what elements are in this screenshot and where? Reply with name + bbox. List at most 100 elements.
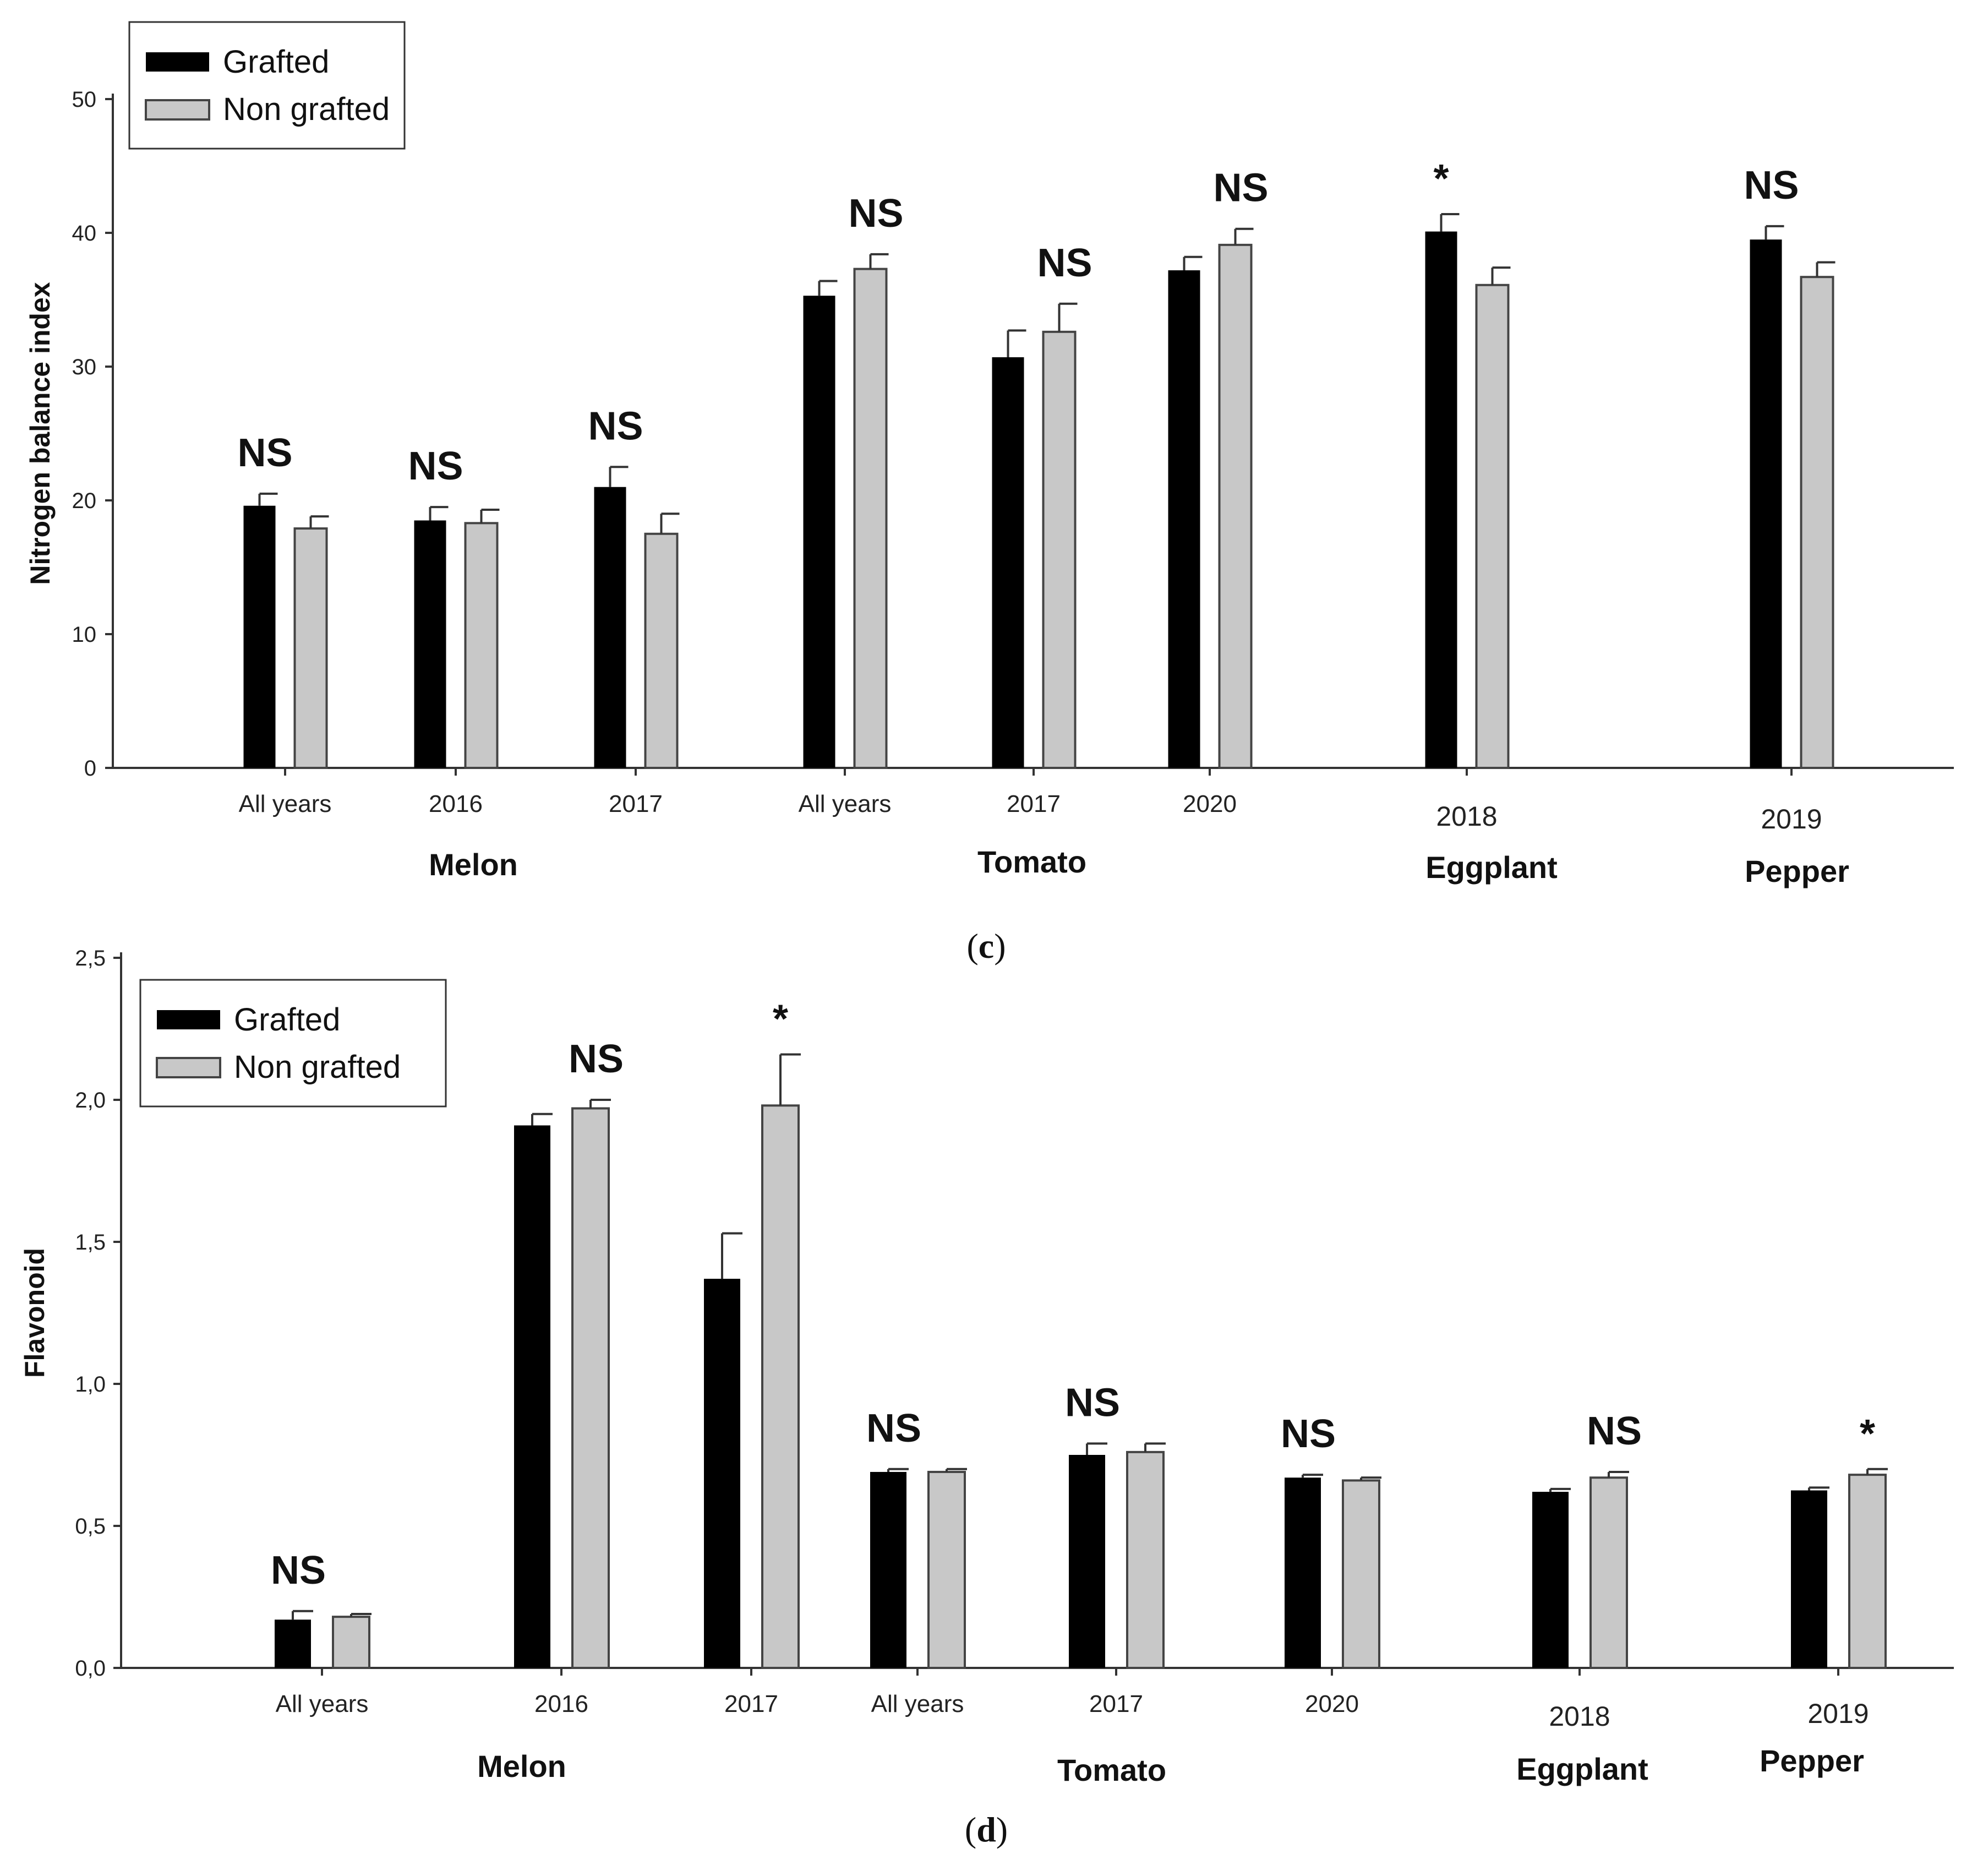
- bar-non-grafted: [1218, 243, 1253, 769]
- y-axis-label: Nitrogen balance index: [25, 282, 56, 585]
- y-tick-label: 2,5: [75, 946, 106, 970]
- significance-label: NS: [1037, 241, 1092, 285]
- error-bar-non-grafted: [480, 509, 500, 523]
- x-tick-label: 2017: [609, 790, 663, 817]
- x-tick-label: 2016: [429, 790, 483, 817]
- error-bar-non-grafted: [309, 515, 329, 529]
- legend-swatch-grafted: [157, 1010, 220, 1029]
- bar-grafted: [275, 1619, 311, 1668]
- group-label-melon: Melon: [429, 847, 518, 882]
- significance-label: NS: [1213, 166, 1268, 210]
- x-tick-label: 2020: [1183, 790, 1237, 817]
- significance-label: NS: [237, 431, 292, 475]
- x-tick-label: 2020: [1305, 1690, 1359, 1717]
- y-tick-label: 1,0: [75, 1372, 106, 1397]
- x-tick-label: All years: [799, 790, 892, 817]
- error-bar-non-grafted: [779, 1053, 801, 1106]
- legend-label-non-grafted: Non grafted: [234, 1049, 401, 1085]
- chart-panel-c: 0 10 20 30 40 50 Nitrogen balance index NS All y…: [25, 21, 1954, 966]
- error-bar-grafted: [721, 1232, 742, 1279]
- y-tick-label: 10: [72, 623, 97, 647]
- significance-label: NS: [1065, 1381, 1120, 1425]
- x-tick-label: 2017: [724, 1690, 778, 1717]
- error-bar-non-grafted: [1234, 227, 1254, 245]
- bar-non-grafted: [927, 1470, 966, 1669]
- y-tick-label: 40: [72, 221, 97, 246]
- bar-non-grafted: [644, 532, 679, 769]
- bar-grafted: [1069, 1455, 1105, 1668]
- legend-box: [128, 21, 406, 150]
- error-bar-non-grafted: [350, 1612, 372, 1617]
- bar-grafted: [1791, 1490, 1827, 1668]
- bar-non-grafted: [1848, 1474, 1887, 1670]
- bar-non-grafted: [1342, 1479, 1380, 1669]
- bar-non-grafted: [1126, 1450, 1165, 1670]
- bar-grafted: [594, 487, 626, 768]
- legend-swatch-non-grafted: [156, 1057, 221, 1078]
- panel-label: (d): [965, 1810, 1008, 1849]
- y-tick-label: 50: [72, 88, 97, 112]
- x-tick-label: All years: [239, 790, 332, 817]
- error-bar-non-grafted: [1608, 1470, 1629, 1478]
- x-tick-label: 2018: [1436, 801, 1497, 832]
- significance-label: NS: [271, 1548, 326, 1593]
- group-label-pepper: Pepper: [1745, 854, 1849, 888]
- significance-label: NS: [1281, 1412, 1336, 1456]
- error-bar-non-grafted: [1866, 1468, 1888, 1475]
- bar-non-grafted: [464, 522, 499, 769]
- legend-box: [139, 979, 447, 1108]
- bar-non-grafted: [571, 1107, 610, 1669]
- panel-label: (c): [966, 926, 1006, 966]
- bar-non-grafted: [761, 1104, 800, 1669]
- error-bar-grafted: [531, 1112, 553, 1126]
- y-tick-label: 30: [72, 355, 97, 379]
- group-label-pepper: Pepper: [1760, 1743, 1864, 1778]
- error-bar-grafted: [1302, 1474, 1323, 1478]
- y-tick-label: 0,0: [75, 1656, 106, 1681]
- error-bar-grafted: [1440, 212, 1460, 232]
- x-tick-label: All years: [871, 1690, 964, 1717]
- y-tick-label: 2,0: [75, 1088, 106, 1112]
- bar-grafted: [1425, 231, 1457, 768]
- error-bar-non-grafted: [660, 512, 680, 534]
- group-label-tomato: Tomato: [1057, 1753, 1166, 1787]
- error-bar-non-grafted: [869, 253, 889, 269]
- error-bar-grafted: [1086, 1442, 1107, 1455]
- error-bar-grafted: [887, 1468, 909, 1472]
- x-tick-label: 2017: [1089, 1690, 1143, 1717]
- bar-grafted: [704, 1279, 740, 1668]
- significance-label: *: [773, 997, 788, 1041]
- x-tick-label: 2017: [1007, 790, 1061, 817]
- bar-grafted: [1285, 1477, 1321, 1668]
- significance-label: NS: [866, 1406, 921, 1450]
- significance-label: NS: [569, 1037, 624, 1081]
- x-tick-label: 2019: [1761, 804, 1822, 835]
- error-bar-non-grafted: [1491, 266, 1511, 285]
- error-bar-non-grafted: [1144, 1442, 1166, 1452]
- y-tick-label: 0: [84, 756, 96, 781]
- significance-label: NS: [408, 444, 463, 488]
- significance-label: NS: [848, 192, 903, 236]
- bar-non-grafted: [1042, 330, 1077, 769]
- legend-swatch-grafted: [146, 52, 209, 72]
- error-bar-non-grafted: [1058, 302, 1078, 332]
- significance-label: NS: [588, 404, 643, 448]
- legend: Grafted Non grafted: [128, 21, 406, 150]
- group-label-eggplant: Eggplant: [1425, 850, 1558, 885]
- error-bar-grafted: [1183, 255, 1203, 271]
- error-bar-grafted: [1549, 1487, 1571, 1492]
- significance-label: NS: [1744, 163, 1799, 208]
- bar-grafted: [1168, 270, 1200, 768]
- error-bar-grafted: [818, 280, 838, 296]
- bar-grafted: [514, 1125, 550, 1668]
- bar-grafted: [992, 357, 1024, 768]
- bar-non-grafted: [293, 527, 328, 770]
- bar-grafted: [1750, 239, 1782, 768]
- bar-non-grafted: [1589, 1476, 1628, 1670]
- x-tick-label: All years: [276, 1690, 369, 1717]
- y-tick-label: 0,5: [75, 1514, 106, 1539]
- chart-panel-d: 0,0 0,5 1,0 1,5 2,0 2,5 Flavonoid NS All years NS…: [19, 946, 1954, 1849]
- error-bar-grafted: [609, 466, 629, 487]
- legend-swatch-non-grafted: [145, 99, 210, 121]
